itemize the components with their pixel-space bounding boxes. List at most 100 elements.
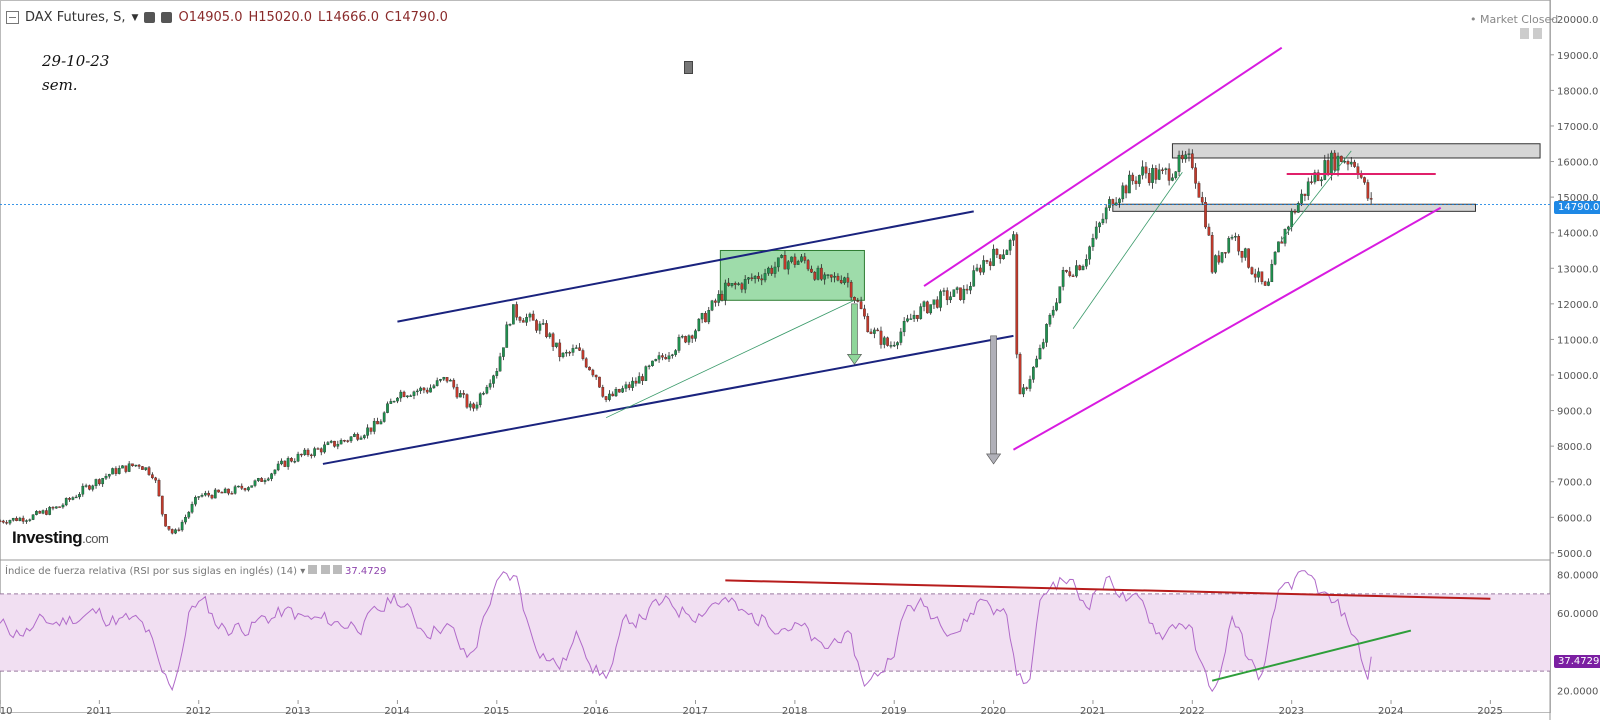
blue-channel-line[interactable] bbox=[397, 210, 974, 323]
candle-body bbox=[154, 477, 158, 481]
candle-body bbox=[1313, 172, 1317, 183]
calculator-icon[interactable] bbox=[684, 61, 693, 74]
support-trendline[interactable] bbox=[605, 299, 855, 419]
magenta-channel-line[interactable] bbox=[923, 46, 1283, 287]
gear-icon[interactable] bbox=[161, 12, 173, 23]
price-zone[interactable] bbox=[1112, 203, 1476, 212]
candle-body bbox=[273, 469, 277, 474]
candle-body bbox=[323, 444, 326, 453]
candle-body bbox=[783, 255, 787, 270]
candle-body bbox=[1290, 211, 1294, 228]
candle-body bbox=[1204, 202, 1207, 228]
candle-body bbox=[1075, 265, 1078, 277]
candle-body bbox=[889, 345, 893, 347]
symbol-label[interactable]: DAX Futures, S, bbox=[25, 10, 126, 25]
magenta-channel-line[interactable] bbox=[1012, 206, 1442, 451]
candle-body bbox=[5, 522, 8, 524]
time-tick-label: 2025 bbox=[1477, 706, 1502, 717]
chevron-down-icon[interactable]: ▾ bbox=[300, 566, 306, 577]
candle-body bbox=[266, 478, 270, 481]
candle-body bbox=[250, 485, 254, 488]
rsi-line bbox=[0, 570, 1372, 693]
candle-body bbox=[167, 526, 171, 530]
candle-body bbox=[882, 337, 886, 345]
time-tick-label: 2023 bbox=[1279, 706, 1304, 717]
candle-body bbox=[763, 273, 767, 281]
candle-body bbox=[1336, 155, 1340, 171]
candle-body bbox=[151, 474, 154, 479]
price-tick-label: 11000.0 bbox=[1557, 335, 1598, 346]
candle-body bbox=[1088, 246, 1091, 260]
candle-body bbox=[362, 435, 366, 439]
candle-body bbox=[432, 385, 436, 389]
candle-body bbox=[177, 529, 181, 531]
collapse-icon[interactable] bbox=[6, 11, 19, 24]
candle-body bbox=[1071, 275, 1075, 277]
candle-body bbox=[54, 506, 58, 509]
candle-body bbox=[28, 519, 32, 521]
candle-body bbox=[1346, 161, 1350, 165]
eye-icon[interactable] bbox=[308, 565, 318, 574]
candle-body bbox=[1224, 252, 1227, 254]
blue-channel-line[interactable] bbox=[322, 334, 1014, 465]
candle-body bbox=[389, 401, 393, 404]
chevron-down-icon[interactable]: ▼ bbox=[131, 12, 139, 23]
price-tick-label: 7000.0 bbox=[1557, 478, 1592, 489]
eye-icon[interactable] bbox=[144, 12, 156, 23]
candle-body bbox=[1015, 234, 1019, 355]
settings-icon[interactable] bbox=[1533, 28, 1542, 39]
time-tick-label: 2019 bbox=[881, 706, 906, 717]
candle-body bbox=[1101, 218, 1105, 224]
price-tick-label: 13000.0 bbox=[1557, 264, 1598, 275]
candle-body bbox=[197, 496, 201, 498]
candle-body bbox=[144, 467, 148, 470]
last-price-tag: 14790.0 bbox=[1554, 201, 1600, 214]
candle-body bbox=[346, 440, 350, 442]
candle-body bbox=[425, 389, 429, 393]
candle-body bbox=[518, 317, 522, 321]
candle-body bbox=[1104, 207, 1108, 220]
rsi-resistance-line[interactable] bbox=[725, 579, 1491, 600]
candle-body bbox=[1303, 193, 1307, 196]
price-tick-label: 17000.0 bbox=[1557, 122, 1598, 133]
candle-body bbox=[551, 333, 555, 347]
price-tick-label: 16000.0 bbox=[1557, 158, 1598, 169]
close-icon[interactable] bbox=[332, 565, 342, 574]
candle-body bbox=[975, 267, 979, 271]
rsi-support-line[interactable] bbox=[1211, 629, 1412, 682]
candle-body bbox=[949, 296, 952, 301]
candle-body bbox=[614, 388, 618, 397]
rsi-value-tag: 37.4729 bbox=[1554, 655, 1600, 668]
candle-body bbox=[929, 304, 933, 314]
candle-body bbox=[1253, 273, 1257, 278]
candle-body bbox=[591, 369, 595, 376]
candle-body bbox=[1041, 342, 1045, 349]
candle-body bbox=[293, 461, 297, 463]
candle-body bbox=[773, 266, 777, 274]
candle-body bbox=[187, 512, 191, 518]
candle-body bbox=[568, 352, 572, 354]
candle-body bbox=[319, 448, 323, 453]
candle-body bbox=[247, 487, 250, 491]
candle-body bbox=[680, 336, 684, 338]
support-trendline[interactable] bbox=[1281, 150, 1352, 241]
candle-body bbox=[816, 267, 820, 280]
candle-body bbox=[230, 493, 234, 495]
support-trendline[interactable] bbox=[1072, 171, 1183, 329]
candle-body bbox=[1147, 173, 1151, 183]
drop-arrow-gray bbox=[990, 335, 997, 455]
gear-icon[interactable] bbox=[320, 565, 330, 574]
candle-body bbox=[376, 420, 379, 425]
candle-body bbox=[114, 468, 118, 474]
candle-body bbox=[1164, 168, 1168, 171]
candle-body bbox=[926, 301, 929, 314]
candle-body bbox=[280, 460, 283, 465]
scale-mode-icon[interactable] bbox=[1520, 28, 1529, 39]
candle-body bbox=[697, 318, 701, 331]
candle-body bbox=[641, 376, 644, 381]
price-zone[interactable] bbox=[1171, 143, 1541, 159]
candle-body bbox=[68, 498, 71, 500]
candle-body bbox=[349, 436, 353, 442]
candle-body bbox=[1121, 185, 1125, 200]
